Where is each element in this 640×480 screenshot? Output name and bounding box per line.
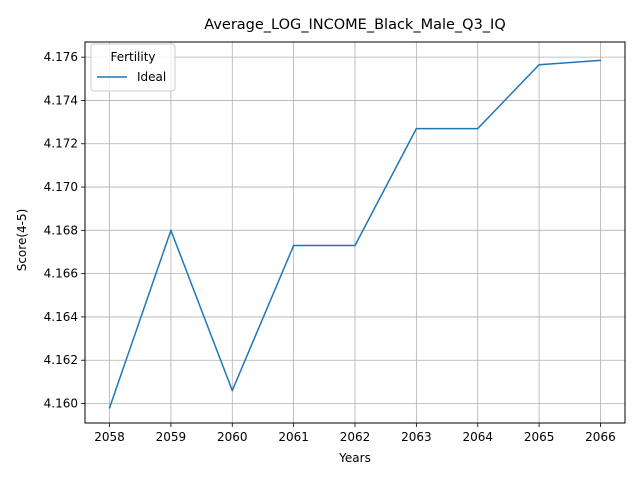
data-point: [599, 59, 602, 62]
x-tick-label: 2066: [585, 430, 616, 444]
y-tick-label: 4.170: [44, 180, 78, 194]
y-tick-label: 4.174: [44, 93, 78, 107]
y-tick-label: 4.176: [44, 50, 78, 64]
y-tick-label: 4.166: [44, 267, 78, 281]
data-point: [292, 244, 295, 247]
x-tick-label: 2064: [462, 430, 493, 444]
tick-layer: 2058 2059 2060 2061 2062 2063 2064 2065 2066 4.16…: [44, 50, 616, 444]
data-point: [538, 63, 540, 66]
x-tick-label: 2063: [401, 430, 432, 444]
y-tick-label: 4.162: [44, 353, 78, 367]
data-point: [415, 127, 418, 130]
y-tick-label: 4.160: [44, 397, 78, 411]
data-point: [354, 244, 356, 247]
legend: Fertility Ideal: [90, 43, 176, 92]
data-point: [170, 229, 172, 232]
y-tick-label: 4.164: [44, 310, 78, 324]
y-tick-label: 4.172: [44, 137, 78, 151]
y-tick-label: 4.168: [44, 223, 78, 237]
x-tick-label: 2060: [217, 430, 248, 444]
x-tick-label: 2059: [156, 430, 187, 444]
x-tick-label: 2058: [94, 430, 125, 444]
data-point: [108, 407, 111, 409]
y-axis-label: Score(4-5): [15, 209, 29, 272]
series-layer: [108, 59, 602, 409]
x-tick-label: 2061: [278, 430, 309, 444]
x-axis-label: Years: [338, 451, 371, 465]
data-point: [476, 127, 479, 130]
legend-title: Fertility: [110, 50, 155, 64]
grid-layer: [85, 42, 625, 423]
legend-box: [90, 43, 176, 92]
legend-label-ideal: Ideal: [137, 70, 166, 84]
x-tick-label: 2065: [524, 430, 555, 444]
x-tick-label: 2062: [340, 430, 371, 444]
chart-title: Average_LOG_INCOME_Black_Male_Q3_IQ: [204, 17, 506, 33]
data-point: [231, 389, 234, 392]
